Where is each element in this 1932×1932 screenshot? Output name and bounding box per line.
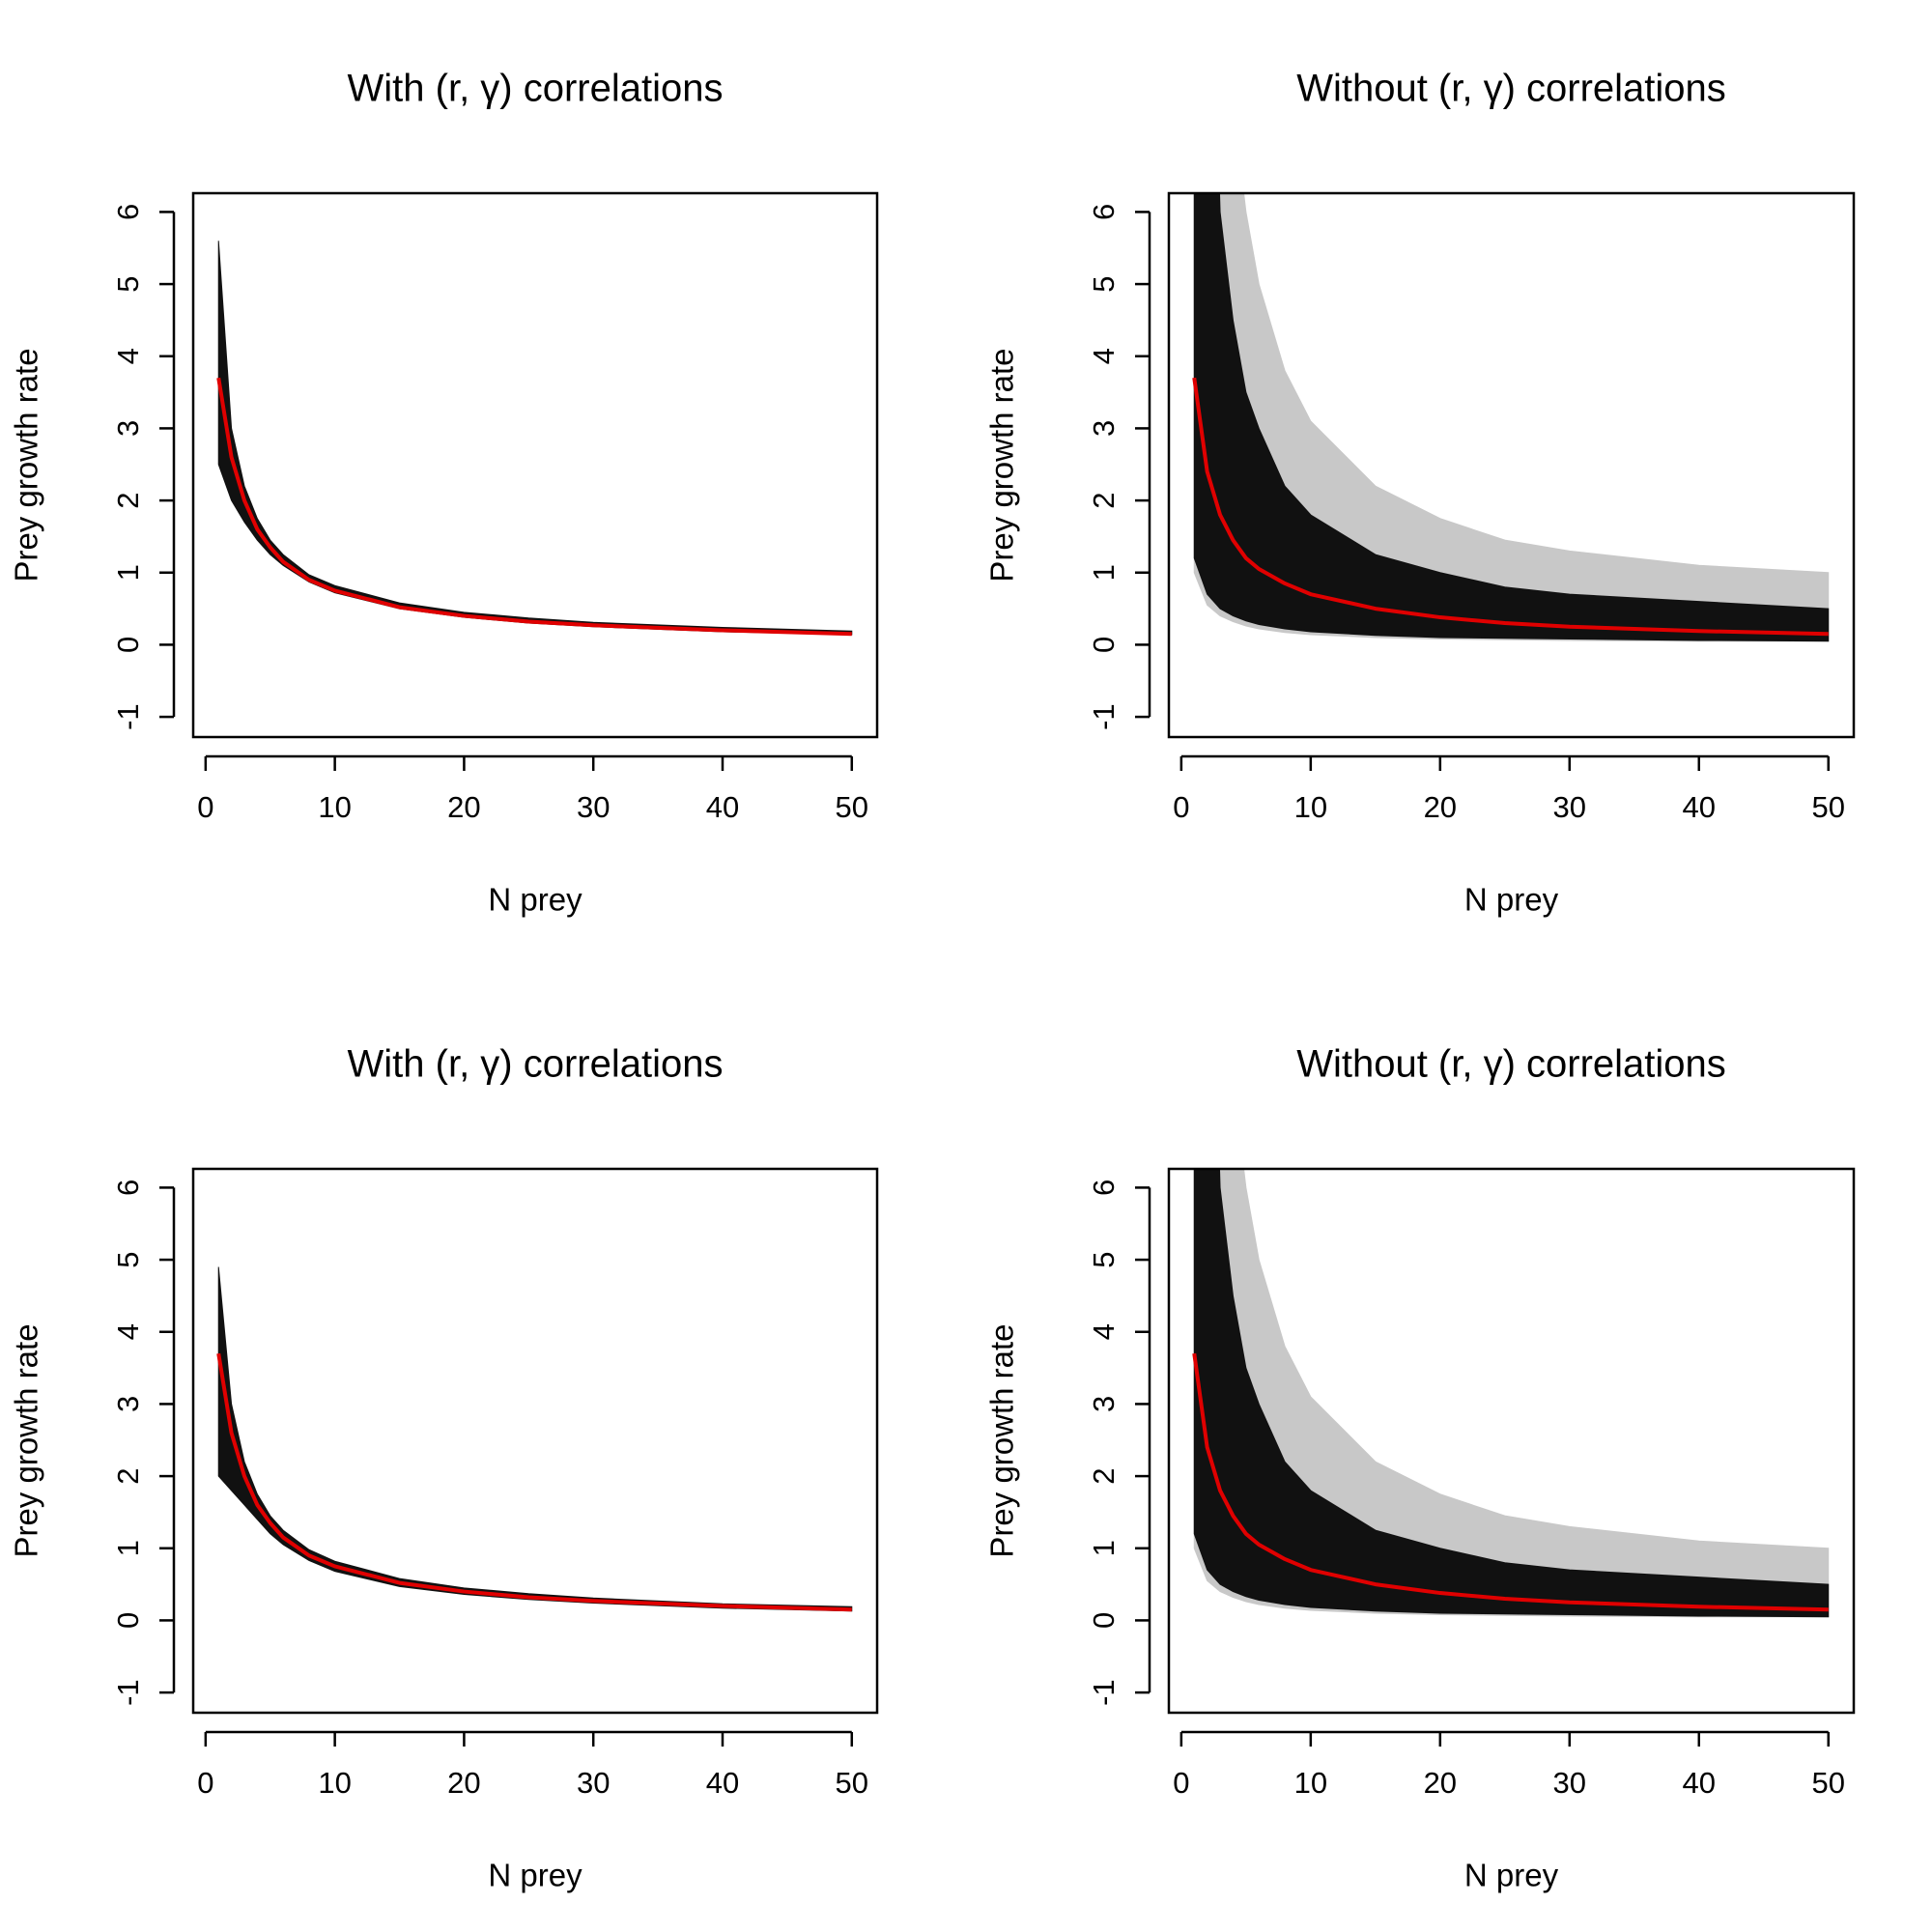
y-tick-label: 1: [111, 1540, 145, 1556]
x-tick-label: 50: [836, 790, 868, 824]
x-tick-label: 10: [318, 790, 351, 824]
y-tick-label: 6: [111, 204, 145, 220]
x-tick-label: 20: [1424, 1766, 1457, 1800]
panel-title: Without (r, γ) correlations: [1296, 1043, 1726, 1086]
y-tick-label: 0: [111, 637, 145, 653]
mean-line: [1192, 1352, 1829, 1612]
x-tick-label: 10: [318, 1766, 351, 1800]
x-tick-label: 50: [1811, 790, 1844, 824]
y-tick-label: 2: [1087, 1467, 1121, 1484]
x-tick-label: 30: [577, 790, 610, 824]
panel: 0 10 20 30 40 50 -1 0 1 2 3 4 5 6 With (r, γ) correlat…: [9, 1043, 879, 1893]
x-tick-label: 20: [447, 1766, 480, 1800]
x-tick-label: 30: [1553, 790, 1586, 824]
plot-area: [216, 1266, 853, 1612]
y-tick-label: 3: [1087, 1396, 1121, 1412]
panel-title: Without (r, γ) correlations: [1296, 68, 1726, 110]
y-tick-label: 6: [1087, 204, 1121, 220]
curve-band: [1193, 193, 1830, 642]
y-tick-label: 3: [111, 420, 145, 437]
y-tick-label: 5: [1087, 275, 1121, 292]
y-tick-label: -1: [1087, 703, 1121, 730]
x-tick-label: 10: [1294, 790, 1327, 824]
x-tick-label: 10: [1294, 1766, 1327, 1800]
x-axis-label: N prey: [488, 1858, 582, 1893]
y-tick-label: 4: [111, 1323, 145, 1340]
y-tick-label: 4: [1087, 1323, 1121, 1340]
curve-band: [217, 1266, 853, 1612]
y-axis-label: Prey growth rate: [984, 348, 1020, 582]
y-tick-label: -1: [111, 703, 145, 730]
x-tick-label: 40: [1683, 790, 1716, 824]
x-axis-label: N prey: [1464, 1858, 1559, 1893]
y-tick-label: 6: [111, 1179, 145, 1196]
panel: 0 10 20 30 40 50 -1 0 1 2 3 4 5 6 Without (r, γ) corre…: [984, 68, 1856, 918]
x-tick-label: 50: [1811, 1766, 1844, 1800]
x-tick-label: 20: [447, 790, 480, 824]
y-tick-label: 0: [111, 1612, 145, 1629]
y-tick-label: 2: [111, 1467, 145, 1484]
plot-frame: [1167, 1167, 1856, 1715]
x-tick-label: 20: [1424, 790, 1457, 824]
mean-line: [216, 1352, 852, 1612]
y-axis-label: Prey growth rate: [9, 1323, 44, 1557]
x-tick-label: 0: [197, 1766, 213, 1800]
y-tick-label: 2: [111, 492, 145, 508]
plot-frame: [1167, 191, 1856, 739]
x-axis-label: N prey: [488, 882, 582, 918]
panel: 0 10 20 30 40 50 -1 0 1 2 3 4 5 6 Without (r, γ) corre…: [984, 1043, 1856, 1893]
curve-band: [217, 241, 853, 636]
y-tick-label: -1: [111, 1679, 145, 1706]
mean-line: [216, 377, 852, 637]
y-tick-label: 6: [1087, 1179, 1121, 1196]
panel: 0 10 20 30 40 50 -1 0 1 2 3 4 5 6 With (r, γ) correlat…: [9, 68, 879, 918]
y-axis-label: Prey growth rate: [984, 1323, 1020, 1557]
y-tick-label: 5: [1087, 1251, 1121, 1267]
mean-line: [1192, 377, 1829, 637]
x-tick-label: 0: [197, 790, 213, 824]
plot-frame: [191, 1167, 879, 1715]
x-tick-label: 40: [1683, 1766, 1716, 1800]
curve-band: [1193, 1169, 1830, 1618]
y-tick-label: 1: [111, 564, 145, 581]
y-tick-label: 3: [1087, 420, 1121, 437]
y-tick-label: 4: [111, 348, 145, 364]
plot-area: [1192, 193, 1830, 642]
x-tick-label: 50: [836, 1766, 868, 1800]
y-axis-label: Prey growth rate: [9, 348, 44, 582]
plot-area: [1192, 1169, 1830, 1618]
y-tick-label: 2: [1087, 492, 1121, 508]
x-tick-label: 0: [1173, 790, 1189, 824]
panel-title: With (r, γ) correlations: [348, 68, 724, 110]
y-tick-label: 4: [1087, 348, 1121, 364]
x-tick-label: 40: [706, 790, 739, 824]
x-tick-label: 40: [706, 1766, 739, 1800]
x-tick-label: 30: [1553, 1766, 1586, 1800]
y-tick-label: 1: [1087, 1540, 1121, 1556]
y-tick-label: 5: [111, 275, 145, 292]
curve-band: [1193, 1169, 1830, 1618]
x-axis-label: N prey: [1464, 882, 1559, 918]
plot-area: [216, 241, 853, 637]
y-tick-label: 0: [1087, 637, 1121, 653]
panel-title: With (r, γ) correlations: [348, 1043, 724, 1086]
plot-frame: [191, 191, 879, 739]
y-tick-label: 0: [1087, 1612, 1121, 1629]
y-tick-label: -1: [1087, 1679, 1121, 1706]
x-tick-label: 0: [1173, 1766, 1189, 1800]
x-tick-label: 30: [577, 1766, 610, 1800]
y-tick-label: 5: [111, 1251, 145, 1267]
y-tick-label: 1: [1087, 564, 1121, 581]
y-tick-label: 3: [111, 1396, 145, 1412]
